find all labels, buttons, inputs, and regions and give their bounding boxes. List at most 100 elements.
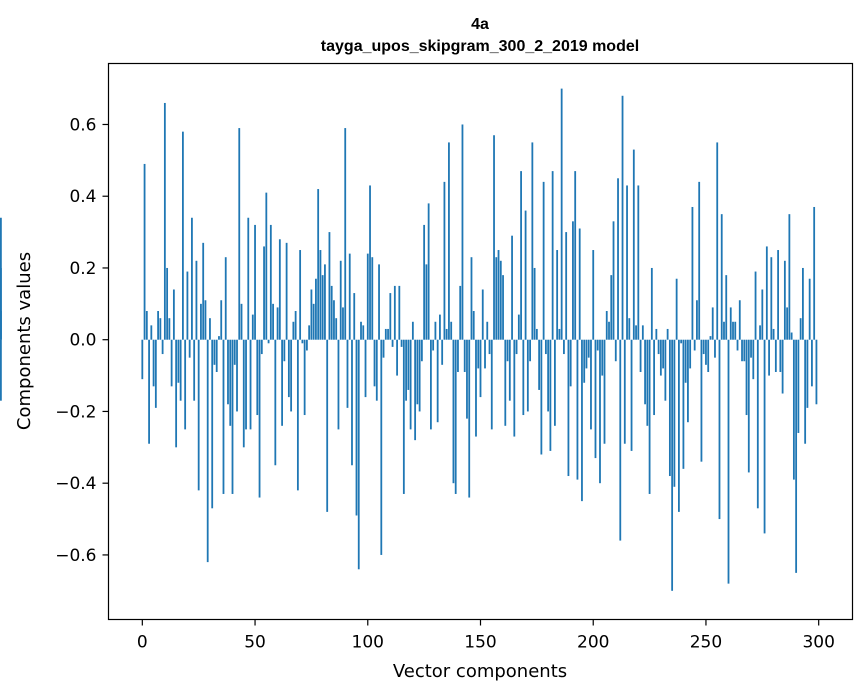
chart-bar — [378, 264, 380, 340]
chart-bar — [143, 163, 146, 340]
chart-bar — [200, 303, 202, 340]
chart-bar — [495, 257, 498, 340]
chart-bar — [508, 339, 511, 401]
chart-bar — [635, 325, 637, 340]
chart-bar — [0, 217, 2, 340]
chart-bar — [711, 307, 714, 340]
bars-group — [0, 88, 818, 591]
chart-bar — [346, 339, 349, 408]
chart-bar — [457, 339, 459, 372]
x-tick-label: 0 — [137, 633, 148, 653]
chart-bar — [407, 339, 410, 390]
chart-bar — [301, 339, 304, 344]
chart-bar — [436, 339, 439, 423]
chart-bar — [696, 300, 698, 340]
chart-bar — [366, 253, 369, 340]
chart-bar — [292, 321, 295, 340]
chart-bar — [795, 339, 798, 573]
chart-bar — [382, 339, 385, 358]
chart-bar — [549, 339, 552, 451]
chart-bar — [256, 339, 259, 416]
chart-bar — [321, 275, 324, 340]
chart-bar — [283, 339, 286, 362]
chart-bar — [414, 339, 417, 441]
chart-bar — [481, 289, 484, 340]
chart-bar — [574, 171, 577, 340]
x-tick-label: 100 — [352, 633, 384, 653]
chart-bar — [389, 293, 392, 340]
chart-bar — [583, 339, 586, 383]
chart-bar — [448, 142, 450, 340]
chart-bar — [777, 250, 779, 340]
chart-bar — [154, 339, 157, 408]
chart-bar — [152, 339, 155, 387]
chart-bar — [396, 339, 398, 376]
chart-bar — [254, 224, 256, 340]
chart-bar — [601, 339, 604, 376]
chart-bar — [671, 339, 674, 591]
chart-bar — [499, 260, 502, 340]
chart-subtitle: tayga_upos_skipgram_300_2_2019 model — [321, 38, 639, 55]
chart-bar — [524, 210, 527, 340]
chart-bar — [486, 321, 489, 340]
chart-bar — [450, 321, 453, 340]
chart-bar — [709, 336, 712, 340]
chart-bar — [236, 339, 238, 412]
chart-bar — [290, 339, 293, 412]
chart-bar — [319, 250, 322, 340]
chart-bar — [779, 339, 782, 372]
chart-bar — [432, 339, 435, 351]
chart-bar — [387, 328, 389, 340]
chart-bar — [811, 339, 813, 387]
chart-bar — [763, 339, 766, 534]
chart-bar — [716, 142, 719, 340]
x-tick-label: 50 — [244, 633, 266, 653]
chart-bar — [533, 267, 536, 340]
x-axis-label: Vector components — [393, 661, 567, 682]
chart-bar — [285, 242, 288, 340]
chart-bar — [741, 339, 743, 362]
chart-bar — [743, 339, 746, 362]
chart-bar — [337, 339, 340, 430]
chart-bar — [551, 171, 554, 340]
chart-bar — [405, 339, 407, 401]
chart-bar — [170, 339, 173, 387]
chart-bar — [792, 339, 795, 480]
chart-bar — [202, 242, 205, 340]
chart-bar — [468, 339, 471, 498]
chart-bar — [339, 260, 342, 340]
chart-bar — [416, 339, 419, 405]
chart-bar — [391, 339, 394, 347]
chart-bar — [626, 185, 628, 340]
chart-bar — [195, 260, 198, 340]
chart-bar — [563, 339, 565, 355]
chart-bar — [353, 293, 356, 340]
y-tick-label: 0.2 — [69, 259, 96, 279]
chart-bar — [529, 339, 531, 362]
chart-bar — [233, 339, 236, 365]
chart-bar — [466, 339, 468, 419]
chart-bar — [558, 328, 561, 340]
chart-bar — [650, 267, 653, 340]
chart-bar — [799, 318, 802, 340]
chart-bar — [547, 339, 550, 412]
chart-bar — [409, 339, 412, 430]
chart-bar — [522, 339, 525, 416]
chart-bar — [655, 328, 658, 340]
chart-bar — [227, 339, 229, 405]
chart-bar — [348, 253, 351, 340]
chart-bar — [168, 318, 171, 340]
chart-bar — [475, 339, 477, 437]
chart-bar — [184, 339, 187, 430]
chart-bar — [423, 224, 426, 340]
chart-bar — [560, 88, 563, 340]
chart-bar — [265, 192, 268, 340]
chart-bar — [756, 339, 759, 509]
chart-bar — [310, 289, 313, 340]
chart-bar — [148, 339, 150, 444]
x-tick-label: 150 — [464, 633, 496, 653]
chart-bar — [765, 246, 768, 340]
chart-bar — [556, 250, 559, 340]
chart-bar — [182, 131, 184, 340]
